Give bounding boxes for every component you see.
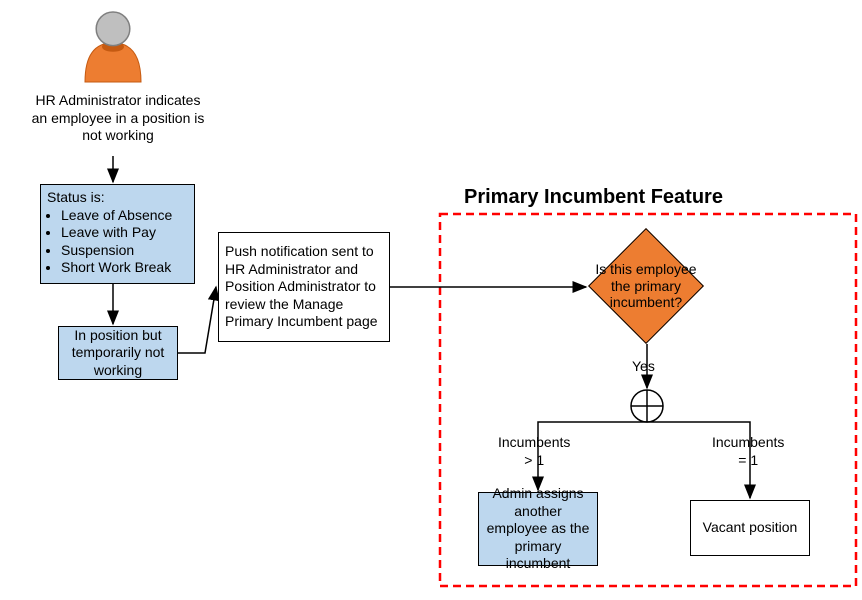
actor-label: HR Administrator indicates an employee i… — [28, 92, 208, 145]
section-title: Primary Incumbent Feature — [464, 186, 723, 209]
branch-left-label: Incumbents> 1 — [498, 434, 570, 469]
status-box: Status is: Leave of AbsenceLeave with Pa… — [40, 184, 195, 284]
status-item: Leave of Absence — [61, 207, 188, 225]
decision-diamond: Is this employee the primary incumbent? — [588, 228, 704, 344]
push-notification-box: Push notification sent to HR Administrat… — [218, 232, 390, 342]
yes-label: Yes — [632, 358, 655, 374]
status-item: Short Work Break — [61, 259, 188, 277]
status-heading: Status is: — [47, 189, 188, 207]
status-item: Suspension — [61, 242, 188, 260]
status-item: Leave with Pay — [61, 224, 188, 242]
in-position-box: In position but temporarily not working — [58, 326, 178, 380]
admin-assigns-box: Admin assigns another employee as the pr… — [478, 492, 598, 566]
vacant-box: Vacant position — [690, 500, 810, 556]
branch-right-label: Incumbents= 1 — [712, 434, 784, 469]
status-items: Leave of AbsenceLeave with PaySuspension… — [47, 207, 188, 277]
